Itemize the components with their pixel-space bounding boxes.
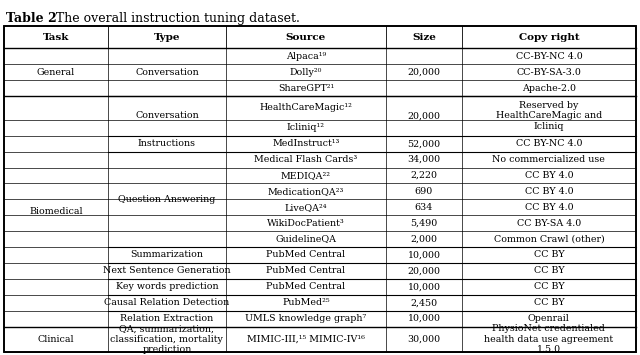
Text: 634: 634: [415, 203, 433, 212]
Text: Table 2: Table 2: [6, 12, 57, 25]
Text: CC BY: CC BY: [534, 266, 564, 275]
Text: PubMed²⁵: PubMed²⁵: [282, 298, 330, 307]
Bar: [4, 26, 636, 48]
Text: 2,450: 2,450: [410, 298, 438, 307]
Text: Task: Task: [43, 33, 69, 42]
Text: No commercialized use: No commercialized use: [493, 155, 605, 164]
Text: CC BY: CC BY: [534, 298, 564, 307]
Text: Causal Relation Detection: Causal Relation Detection: [104, 298, 230, 307]
Text: Instructions: Instructions: [138, 139, 196, 148]
Text: 30,000: 30,000: [408, 335, 440, 344]
Text: CC BY: CC BY: [534, 282, 564, 291]
Text: PubMed Central: PubMed Central: [266, 266, 346, 275]
Text: PubMed Central: PubMed Central: [266, 282, 346, 291]
Text: LiveQA²⁴: LiveQA²⁴: [285, 203, 327, 212]
Text: CC BY 4.0: CC BY 4.0: [525, 171, 573, 180]
Text: Next Sentence Generation: Next Sentence Generation: [103, 266, 231, 275]
Text: WikiDocPatient³: WikiDocPatient³: [267, 219, 345, 228]
Text: Medical Flash Cards³: Medical Flash Cards³: [254, 155, 358, 164]
Text: Openrail: Openrail: [528, 314, 570, 323]
Text: GuidelineQA: GuidelineQA: [275, 235, 337, 244]
Text: MedInstruct¹³: MedInstruct¹³: [272, 139, 340, 148]
Text: CC BY-NC 4.0: CC BY-NC 4.0: [516, 139, 582, 148]
Text: 690: 690: [415, 187, 433, 196]
Text: 34,000: 34,000: [408, 155, 440, 164]
Text: MIMIC-III,¹⁵ MIMIC-IV¹⁶: MIMIC-III,¹⁵ MIMIC-IV¹⁶: [247, 335, 365, 344]
Text: Copy right: Copy right: [518, 33, 579, 42]
Text: Biomedical: Biomedical: [29, 207, 83, 216]
Text: MedicationQA²³: MedicationQA²³: [268, 187, 344, 196]
Text: 20,000: 20,000: [408, 67, 440, 77]
Text: CC BY 4.0: CC BY 4.0: [525, 187, 573, 196]
Text: Summarization: Summarization: [131, 251, 204, 260]
Text: Key words prediction: Key words prediction: [116, 282, 218, 291]
Text: 5,490: 5,490: [410, 219, 438, 228]
Text: CC BY-SA 4.0: CC BY-SA 4.0: [516, 219, 581, 228]
Text: HealthCareMagic¹²: HealthCareMagic¹²: [259, 103, 353, 113]
Text: CC BY: CC BY: [534, 251, 564, 260]
Text: 20,000: 20,000: [408, 111, 440, 120]
Text: 10,000: 10,000: [408, 314, 440, 323]
Text: UMLS knowledge graph⁷: UMLS knowledge graph⁷: [245, 314, 367, 323]
Text: CC BY 4.0: CC BY 4.0: [525, 203, 573, 212]
Text: 10,000: 10,000: [408, 251, 440, 260]
Text: Icliniq¹²: Icliniq¹²: [287, 123, 325, 132]
Text: Reserved by
HealthCareMagic and
Icliniq: Reserved by HealthCareMagic and Icliniq: [496, 101, 602, 131]
Text: 10,000: 10,000: [408, 282, 440, 291]
Text: 20,000: 20,000: [408, 266, 440, 275]
Text: 2,000: 2,000: [410, 235, 437, 244]
Text: General: General: [37, 67, 75, 77]
Text: 52,000: 52,000: [408, 139, 440, 148]
Text: Size: Size: [412, 33, 436, 42]
Text: PubMed Central: PubMed Central: [266, 251, 346, 260]
Text: CC-BY-SA-3.0: CC-BY-SA-3.0: [516, 67, 581, 77]
Text: MEDIQA²²: MEDIQA²²: [281, 171, 331, 180]
Text: Alpaca¹⁹: Alpaca¹⁹: [286, 52, 326, 61]
Text: ShareGPT²¹: ShareGPT²¹: [278, 83, 334, 93]
Text: Source: Source: [286, 33, 326, 42]
Text: 2,220: 2,220: [410, 171, 437, 180]
Text: Clinical: Clinical: [38, 335, 74, 344]
Text: QA, summarization,
classification, mortality
prediction: QA, summarization, classification, morta…: [111, 324, 223, 354]
Text: Question Answering: Question Answering: [118, 195, 216, 204]
Text: Dolly²⁰: Dolly²⁰: [290, 67, 322, 77]
Text: Type: Type: [154, 33, 180, 42]
Text: Conversation: Conversation: [135, 67, 199, 77]
Text: PhysioNet credentialed
health data use agreement
1.5.0: PhysioNet credentialed health data use a…: [484, 324, 614, 354]
Text: . The overall instruction tuning dataset.: . The overall instruction tuning dataset…: [48, 12, 300, 25]
Text: Apache-2.0: Apache-2.0: [522, 83, 576, 93]
Text: Relation Extraction: Relation Extraction: [120, 314, 214, 323]
Text: Common Crawl (other): Common Crawl (other): [493, 235, 604, 244]
Text: CC-BY-NC 4.0: CC-BY-NC 4.0: [516, 52, 582, 61]
Text: Conversation: Conversation: [135, 111, 199, 120]
